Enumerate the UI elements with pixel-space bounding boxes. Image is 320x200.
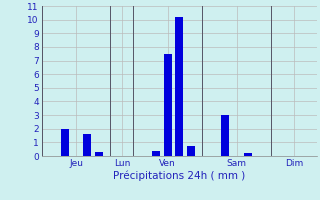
Bar: [175, 17, 183, 156]
Bar: [187, 146, 195, 156]
Bar: [244, 153, 252, 156]
X-axis label: Précipitations 24h ( mm ): Précipitations 24h ( mm ): [113, 171, 245, 181]
Bar: [164, 54, 172, 156]
Bar: [221, 115, 229, 156]
Bar: [60, 129, 68, 156]
Bar: [84, 134, 92, 156]
Bar: [95, 152, 103, 156]
Bar: [152, 151, 160, 156]
